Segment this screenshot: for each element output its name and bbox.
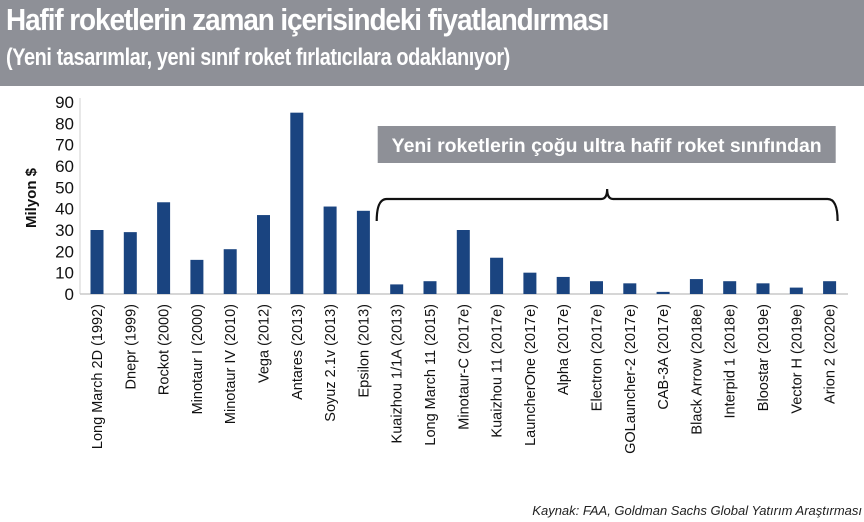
header-banner: Hafif roketlerin zaman içerisindeki fiya… (0, 0, 864, 86)
y-axis-label: Milyon $ (23, 167, 40, 228)
bar (290, 112, 304, 295)
bar (556, 276, 570, 294)
x-tick-label: Minotaur-C (2017e) (456, 304, 472, 430)
x-tick-label: Kuaizhou 11 (2017e) (490, 304, 506, 438)
y-tick-label: 60 (55, 157, 74, 176)
bar (789, 287, 803, 294)
y-tick-label: 50 (55, 178, 74, 197)
bar-chart: 0 10 20 30 40 50 60 70 80 90 Milyon $ Long March 2D… (23, 93, 848, 454)
bar (623, 283, 637, 294)
y-tick-label: 40 (55, 200, 74, 219)
x-tick-label: Arion 2 (2020e) (823, 304, 839, 404)
x-tick-label: Vector H (2019e) (789, 304, 805, 414)
x-tick-label: Antares (2013) (290, 304, 306, 400)
y-tick-label: 30 (55, 221, 74, 240)
bar (323, 206, 337, 294)
x-tick-label: Alpha (2017e) (556, 304, 572, 395)
x-tick-label: Kuaizhou 1/1A (2013) (390, 304, 406, 443)
bar (490, 257, 504, 294)
y-tick-label: 70 (55, 136, 74, 155)
x-tick-label: Long March 11 (2015) (423, 304, 439, 446)
bar (723, 281, 737, 294)
y-tick-label: 10 (55, 264, 74, 283)
x-tick-label: Bloostar (2019e) (756, 304, 772, 411)
bar (423, 281, 437, 294)
bar (590, 281, 603, 294)
bar (223, 249, 237, 294)
bar (257, 215, 270, 294)
x-tick-label: Soyuz 2.1v (2013) (323, 304, 339, 422)
bar (823, 281, 837, 294)
y-tick-label: 20 (55, 242, 74, 261)
x-tick-label: Interpid 1 (2018e) (723, 304, 739, 418)
x-tick-label: Rockot (2000) (157, 304, 173, 395)
bar (190, 259, 204, 294)
y-tick-label: 90 (55, 93, 74, 112)
x-tick-label: Electron (2017e) (590, 304, 606, 411)
x-tick-label: Dnepr (1999) (123, 304, 139, 389)
bar (756, 283, 770, 294)
x-tick-label: Minotaur I (2000) (190, 304, 206, 414)
chart-title: Hafif roketlerin zaman içerisindeki fiya… (6, 2, 609, 37)
x-tick-label: LauncherOne (2017e) (523, 304, 539, 446)
annotation-box (377, 126, 836, 163)
bar (157, 202, 171, 294)
annotation-brace (375, 188, 839, 222)
bar (390, 284, 404, 294)
bar (90, 230, 104, 294)
y-tick-label: 80 (55, 114, 74, 133)
bar (689, 279, 703, 294)
x-tick-label: Long March 2D (1992) (90, 304, 106, 449)
x-tick-label: GOLauncher-2 (2017e) (623, 304, 639, 454)
source-note: Kaynak: FAA, Goldman Sachs Global Yatırı… (532, 503, 862, 518)
annotation-text: Yeni roketlerin çoğu ultra hafif roket s… (392, 136, 822, 157)
x-tick-label: CAB-3A (2017e) (656, 304, 672, 410)
bar (356, 210, 370, 294)
bar (456, 230, 470, 294)
x-tick-label: Epsilon (2013) (356, 304, 372, 398)
x-tick-label: Vega (2012) (257, 304, 273, 383)
bar (123, 232, 137, 294)
x-tick-label: Minotaur IV (2010) (223, 304, 239, 424)
bar (656, 291, 670, 294)
bar (523, 272, 537, 294)
y-tick-label: 0 (65, 285, 74, 304)
chart-subtitle: (Yeni tasarımlar, yeni sınıf roket fırla… (6, 44, 510, 71)
x-tick-label: Black Arrow (2018e) (689, 304, 705, 435)
